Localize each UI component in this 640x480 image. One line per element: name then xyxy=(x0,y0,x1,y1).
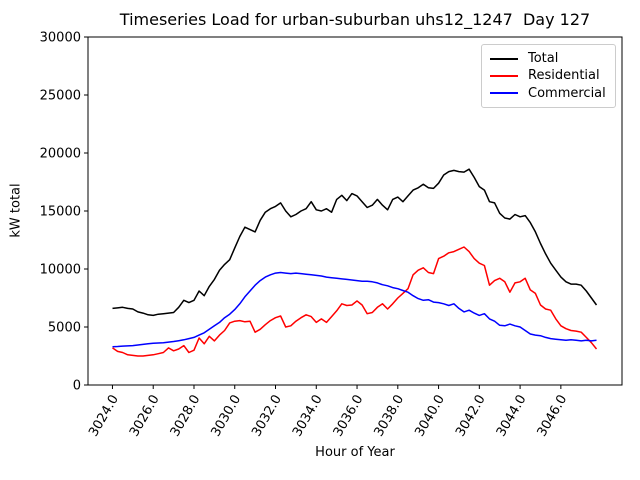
y-tick-label: 0 xyxy=(73,379,81,394)
x-tick-label: 3024.0 xyxy=(86,393,122,440)
x-tick-label: 3036.0 xyxy=(331,393,367,440)
y-tick-label: 10000 xyxy=(40,263,81,278)
y-tick-label: 5000 xyxy=(48,321,81,336)
legend-item-total: Total xyxy=(490,50,606,67)
commercial-line xyxy=(112,271,597,348)
x-tick-label: 3042.0 xyxy=(453,393,489,440)
legend-item-commercial: Commercial xyxy=(490,85,606,102)
total-line-sample xyxy=(490,57,518,60)
y-tick-label: 25000 xyxy=(40,89,81,104)
residential-line xyxy=(112,246,598,357)
y-tick-label: 30000 xyxy=(40,31,81,46)
legend-label-total: Total xyxy=(528,51,559,67)
y-axis-label: kW total xyxy=(8,183,24,238)
x-tick-label: 3046.0 xyxy=(535,393,571,440)
x-tick-label: 3026.0 xyxy=(127,393,163,440)
legend: Total Residential Commercial xyxy=(481,44,616,108)
x-axis-label: Hour of Year xyxy=(315,445,395,460)
legend-item-residential: Residential xyxy=(490,67,606,84)
commercial-line-sample xyxy=(490,92,518,95)
total-line xyxy=(112,168,598,317)
legend-label-residential: Residential xyxy=(528,68,600,84)
x-tick-label: 3044.0 xyxy=(494,393,530,440)
chart-title: Timeseries Load for urban-suburban uhs12… xyxy=(119,10,591,29)
x-tick-label: 3032.0 xyxy=(249,393,285,440)
x-tick-label: 3038.0 xyxy=(372,393,408,440)
x-tick-label: 3034.0 xyxy=(290,393,326,440)
x-tick-label: 3040.0 xyxy=(412,393,448,440)
legend-label-commercial: Commercial xyxy=(528,85,606,101)
y-tick-label: 15000 xyxy=(40,205,81,220)
y-tick-label: 20000 xyxy=(40,147,81,162)
x-tick-label: 3028.0 xyxy=(168,393,204,440)
x-tick-label: 3030.0 xyxy=(208,393,244,440)
residential-line-sample xyxy=(490,74,518,77)
